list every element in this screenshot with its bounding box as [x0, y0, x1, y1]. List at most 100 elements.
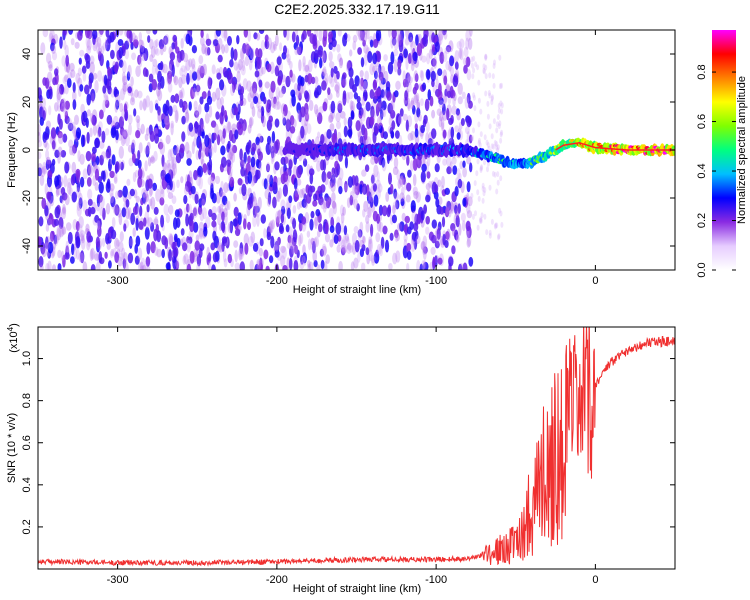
noise-speckle: [370, 105, 375, 119]
noise-speckle: [445, 200, 451, 211]
noise-speckle: [493, 59, 496, 66]
noise-speckle: [78, 197, 83, 210]
noise-speckle: [387, 204, 392, 215]
noise-speckle: [359, 31, 365, 42]
noise-speckle: [233, 240, 239, 248]
noise-speckle: [82, 168, 88, 180]
noise-speckle: [144, 193, 150, 202]
noise-speckle: [171, 42, 175, 50]
noise-speckle: [256, 260, 261, 270]
noise-speckle: [336, 70, 340, 80]
noise-speckle: [317, 49, 323, 58]
noise-speckle: [61, 98, 66, 107]
noise-speckle: [198, 228, 204, 238]
noise-speckle: [57, 146, 63, 158]
noise-speckle: [484, 64, 488, 71]
noise-speckle: [223, 30, 228, 39]
noise-speckle: [92, 72, 98, 80]
noise-speckle: [90, 247, 95, 260]
noise-speckle: [59, 36, 63, 49]
noise-speckle: [134, 35, 139, 48]
noise-speckle: [314, 216, 318, 230]
noise-speckle: [285, 118, 290, 131]
noise-speckle: [459, 263, 464, 270]
noise-speckle: [203, 226, 208, 237]
noise-speckle: [56, 83, 61, 95]
noise-speckle: [98, 126, 102, 137]
noise-speckle: [340, 221, 345, 233]
noise-speckle: [122, 82, 128, 92]
noise-speckle: [123, 103, 128, 114]
noise-speckle: [465, 37, 470, 50]
noise-speckle: [127, 64, 132, 78]
spectrogram-heatmap: [38, 30, 675, 270]
noise-speckle: [204, 102, 210, 113]
noise-speckle: [237, 178, 243, 186]
noise-speckle: [397, 59, 402, 70]
noise-speckle: [464, 96, 470, 109]
noise-speckle: [218, 245, 224, 253]
snr-y-tick-label: 0.2: [21, 519, 33, 534]
noise-speckle: [220, 145, 226, 156]
noise-speckle: [115, 239, 121, 247]
noise-speckle: [54, 68, 59, 76]
noise-speckle: [198, 176, 203, 190]
noise-speckle: [394, 229, 399, 239]
noise-speckle: [452, 75, 459, 88]
noise-speckle: [280, 156, 286, 165]
noise-speckle: [488, 232, 492, 239]
noise-speckle: [296, 165, 302, 179]
noise-speckle: [255, 32, 261, 41]
noise-speckle: [407, 72, 411, 82]
noise-speckle: [410, 60, 415, 72]
noise-speckle: [179, 143, 185, 154]
noise-speckle: [106, 78, 112, 91]
noise-speckle: [338, 260, 343, 270]
noise-speckle: [238, 82, 242, 90]
noise-speckle: [75, 127, 82, 139]
noise-speckle: [87, 198, 93, 206]
noise-speckle: [234, 129, 239, 140]
noise-speckle: [119, 102, 124, 113]
noise-speckle: [428, 180, 432, 188]
noise-speckle: [174, 110, 179, 124]
noise-speckle: [135, 130, 141, 139]
noise-speckle: [363, 89, 368, 102]
noise-speckle: [217, 37, 223, 50]
noise-speckle: [365, 214, 370, 224]
noise-speckle: [61, 207, 67, 220]
noise-speckle: [145, 256, 151, 267]
noise-speckle: [122, 71, 126, 83]
noise-speckle: [166, 162, 172, 176]
noise-speckle: [270, 80, 276, 93]
noise-speckle: [106, 114, 113, 125]
noise-speckle: [372, 39, 379, 48]
noise-speckle: [38, 216, 44, 227]
noise-speckle: [105, 128, 110, 136]
noise-speckle: [376, 116, 382, 130]
noise-speckle: [168, 63, 173, 76]
noise-speckle: [331, 38, 337, 48]
noise-speckle: [54, 234, 58, 247]
noise-speckle: [135, 217, 139, 231]
noise-speckle: [238, 248, 243, 261]
noise-speckle: [443, 75, 448, 86]
noise-speckle: [45, 159, 50, 171]
noise-speckle: [399, 221, 405, 232]
noise-speckle: [321, 243, 327, 257]
noise-speckle: [118, 241, 124, 253]
noise-speckle: [393, 59, 398, 73]
noise-speckle: [99, 207, 104, 216]
noise-speckle: [43, 137, 48, 148]
noise-speckle: [247, 171, 253, 184]
noise-speckle: [481, 185, 485, 192]
noise-speckle: [167, 82, 173, 93]
noise-speckle: [455, 233, 460, 242]
noise-speckle: [388, 30, 392, 38]
noise-speckle: [454, 61, 459, 70]
noise-speckle: [288, 257, 293, 270]
noise-speckle: [62, 254, 66, 268]
noise-speckle: [456, 132, 461, 140]
noise-speckle: [429, 95, 434, 107]
